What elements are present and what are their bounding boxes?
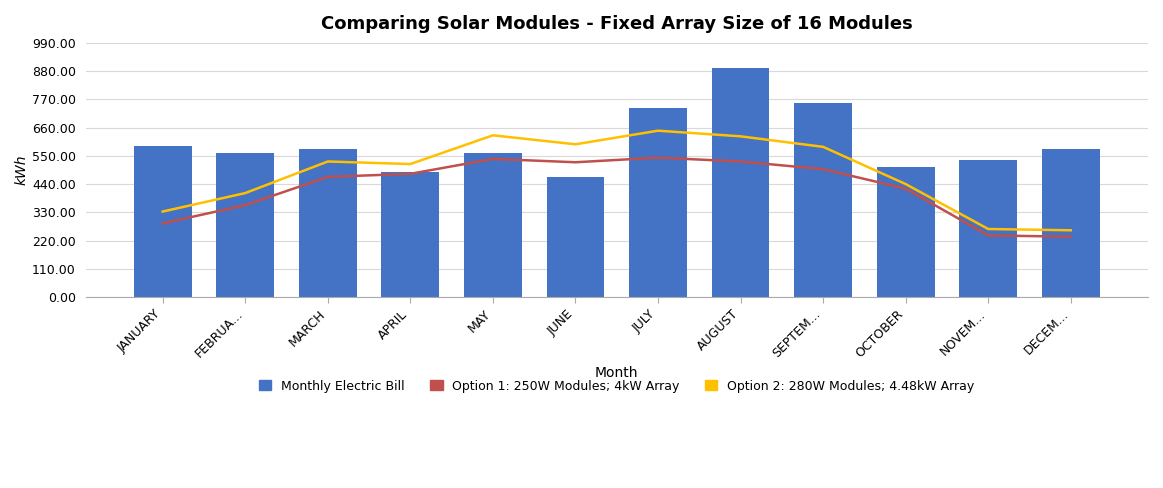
X-axis label: Month: Month [595,366,638,380]
Bar [959,160,1018,297]
Legend: Monthly Electric Bill, Option 1: 250W Modules; 4kW Array, Option 2: 280W Modules: Monthly Electric Bill, Option 1: 250W Mo… [254,374,979,398]
Bar [299,149,357,297]
Title: Comparing Solar Modules - Fixed Array Size of 16 Modules: Comparing Solar Modules - Fixed Array Si… [321,15,913,33]
Bar [547,177,605,297]
Y-axis label: kWh: kWh [15,155,29,185]
Bar [629,108,687,297]
Bar [877,166,935,297]
Bar [712,68,770,297]
Bar [464,153,522,297]
Bar [216,153,274,297]
Bar [794,103,852,297]
Bar [134,145,192,297]
Bar [381,172,440,297]
Bar [1042,149,1100,297]
